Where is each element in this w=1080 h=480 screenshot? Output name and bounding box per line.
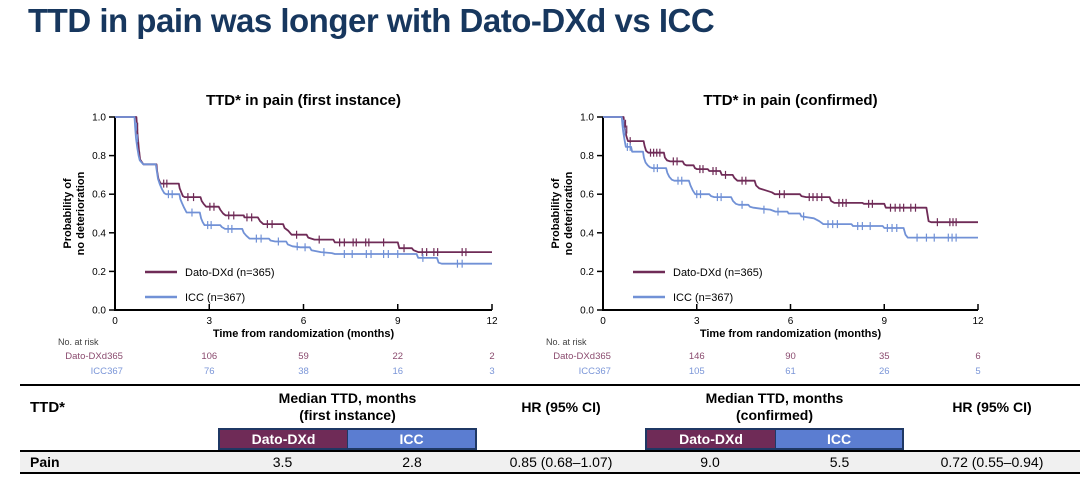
km-plot-confirmed: TTD* in pain (confirmed) 0.0 0.2 0.4 0.6 0.8 1… <box>546 92 984 377</box>
risk-value: 105 <box>689 366 705 377</box>
km-curve-icc <box>603 116 978 239</box>
value-median-icc-confirmed: 5.5 <box>775 450 904 474</box>
risk-value: 22 <box>392 351 403 362</box>
y-tick-label: 0.8 <box>92 151 106 162</box>
slide-title: TTD in pain was longer with Dato-DXd vs … <box>28 2 715 39</box>
risk-row-name: ICC <box>579 366 596 377</box>
risk-value: 16 <box>392 366 403 377</box>
row-label-pain: Pain <box>20 450 218 474</box>
column-header-dato-dxd-confirmed: Dato-DXd <box>645 428 775 450</box>
risk-value: 90 <box>785 351 796 362</box>
x-axis-label: Time from randomization (months) <box>213 328 395 340</box>
risk-value: 367 <box>595 366 611 377</box>
column-header-dato-dxd-first: Dato-DXd <box>218 428 347 450</box>
km-curve-dato <box>603 116 978 224</box>
risk-value: 106 <box>201 351 217 362</box>
y-tick-label: 0.6 <box>92 190 106 201</box>
y-tick-label: 0.4 <box>580 228 594 239</box>
y-axis-label: Probability ofno deterioration <box>62 171 87 255</box>
y-tick-label: 0.8 <box>580 151 594 162</box>
km-chart-first-instance: TTD* in pain (first instance) 0.0 0.2 0.4 0.… <box>0 85 540 385</box>
risk-value: 2 <box>489 351 494 362</box>
y-tick-label: 1.0 <box>580 113 594 124</box>
value-median-dato-first: 3.5 <box>218 450 347 474</box>
value-hr-first: 0.85 (0.68–1.07) <box>477 450 645 474</box>
x-tick-label: 12 <box>972 316 984 327</box>
y-tick-label: 0.2 <box>92 267 106 278</box>
y-tick-label: 0.6 <box>580 190 594 201</box>
risk-value: 38 <box>298 366 309 377</box>
risk-value: 61 <box>785 366 796 377</box>
column-header-icc-confirmed: ICC <box>775 428 904 450</box>
table-header-ttd: TTD* <box>30 398 65 416</box>
group-header-line2: (first instance) <box>299 407 396 423</box>
x-tick-label: 6 <box>788 316 794 327</box>
km-plot-first-instance: TTD* in pain (first instance) 0.0 0.2 0.4 0.… <box>58 92 498 377</box>
risk-value: 367 <box>107 366 123 377</box>
risk-value: 76 <box>204 366 215 377</box>
x-tick-label: 3 <box>206 316 212 327</box>
y-tick-label: 1.0 <box>92 113 106 124</box>
table-header-hr-first: HR (95% CI) <box>521 399 601 415</box>
risk-table-label: No. at risk <box>58 337 99 347</box>
km-chart-confirmed: TTD* in pain (confirmed) 0.0 0.2 0.4 0.6 0.8 1… <box>540 85 1080 385</box>
risk-value: 5 <box>975 366 980 377</box>
risk-value: 59 <box>298 351 309 362</box>
x-tick-label: 9 <box>395 316 401 327</box>
table-header-hr-confirmed: HR (95% CI) <box>952 399 1032 415</box>
y-tick-label: 0.0 <box>92 306 106 317</box>
column-header-icc-first: ICC <box>347 428 477 450</box>
x-tick-label: 6 <box>301 316 307 327</box>
risk-value: 6 <box>975 351 980 362</box>
chart-title: TTD* in pain (confirmed) <box>703 92 877 109</box>
legend-label-dato: Dato-DXd (n=365) <box>185 267 275 279</box>
value-hr-confirmed: 0.72 (0.55–0.94) <box>904 450 1080 474</box>
group-header-line2: (confirmed) <box>736 407 813 423</box>
risk-row-name: ICC <box>91 366 108 377</box>
risk-value: 26 <box>879 366 890 377</box>
risk-row-name: Dato-DXd <box>65 351 107 362</box>
km-curve-dato <box>115 116 492 253</box>
x-tick-label: 0 <box>600 316 606 327</box>
risk-value: 146 <box>689 351 705 362</box>
axes <box>114 117 492 311</box>
value-median-dato-confirmed: 9.0 <box>645 450 775 474</box>
group-header-line1: Median TTD, months <box>278 389 417 406</box>
km-curve-icc <box>115 116 492 265</box>
summary-table: TTD* Median TTD, months (first instance)… <box>20 384 1080 474</box>
table-header-median-confirmed: Median TTD, months (confirmed) <box>645 386 904 428</box>
risk-value: 365 <box>107 351 123 362</box>
chart-title: TTD* in pain (first instance) <box>206 92 401 109</box>
risk-value: 365 <box>595 351 611 362</box>
legend-label-icc: ICC (n=367) <box>185 292 245 304</box>
y-tick-label: 0.0 <box>580 306 594 317</box>
risk-value: 3 <box>489 366 494 377</box>
value-median-icc-first: 2.8 <box>347 450 477 474</box>
risk-value: 35 <box>879 351 890 362</box>
legend-label-icc: ICC (n=367) <box>673 292 733 304</box>
x-tick-label: 9 <box>881 316 887 327</box>
table-header-median-first-instance: Median TTD, months (first instance) <box>218 386 477 428</box>
y-tick-label: 0.2 <box>580 267 594 278</box>
x-tick-label: 0 <box>112 316 118 327</box>
risk-row-name: Dato-DXd <box>553 351 595 362</box>
x-tick-label: 3 <box>694 316 700 327</box>
risk-table-label: No. at risk <box>546 337 587 347</box>
x-tick-label: 12 <box>486 316 498 327</box>
group-header-line1: Median TTD, months <box>705 389 844 406</box>
y-tick-label: 0.4 <box>92 228 106 239</box>
x-axis-label: Time from randomization (months) <box>700 328 882 340</box>
y-axis-label: Probability ofno deterioration <box>550 171 575 255</box>
legend-label-dato: Dato-DXd (n=365) <box>673 267 763 279</box>
